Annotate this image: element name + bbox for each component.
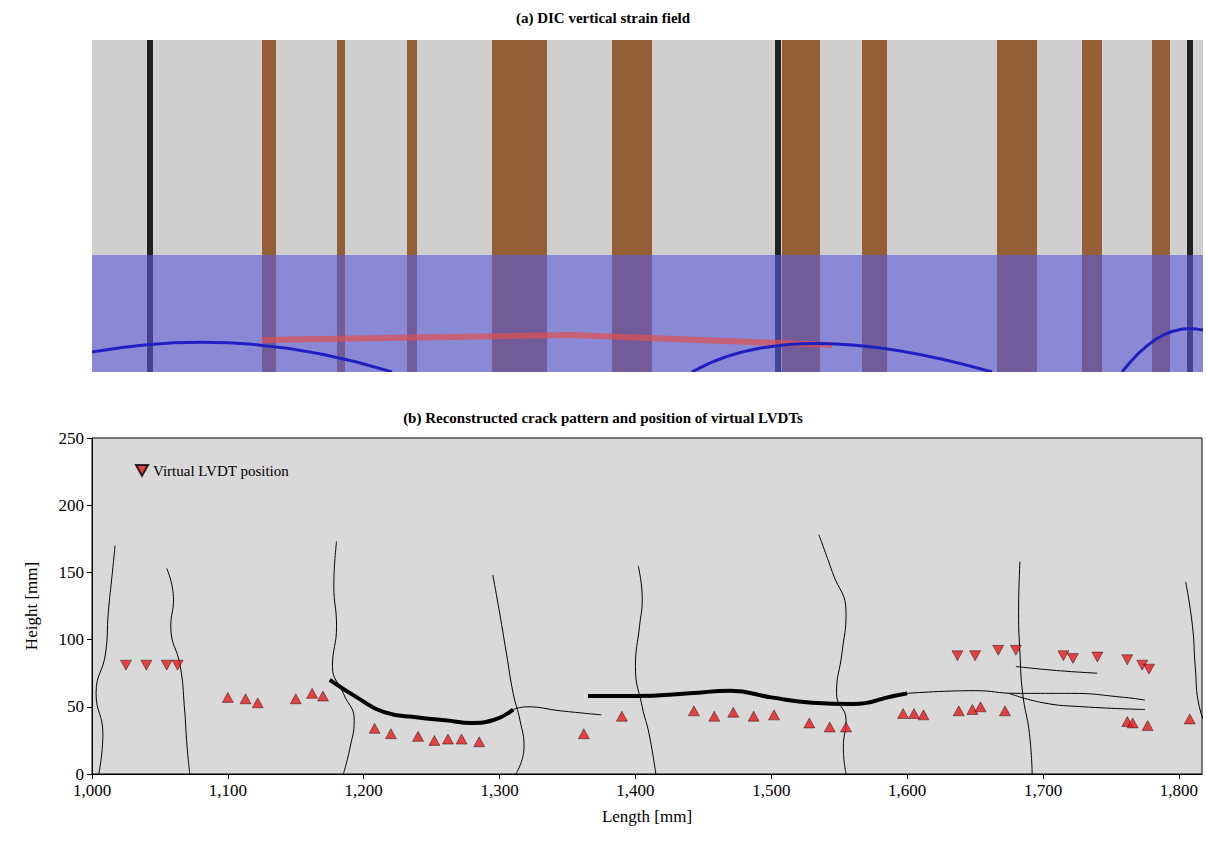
html-text:(b) Reconstructed crack patter: (b) Reconstructed crack pattern and posi… <box>403 410 803 426</box>
svg-text:1,300: 1,300 <box>480 781 518 800</box>
svg-text:1,700: 1,700 <box>1024 781 1062 800</box>
svg-text:0: 0 <box>75 764 84 784</box>
svg-text:150: 150 <box>59 563 85 582</box>
svg-text:50: 50 <box>67 697 84 716</box>
svg-text:Height [mm]: Height [mm] <box>22 562 41 650</box>
svg-text:Virtual LVDT position: Virtual LVDT position <box>153 463 289 479</box>
svg-text:1,600: 1,600 <box>888 781 926 800</box>
svg-text:1,000: 1,000 <box>73 781 111 800</box>
svg-text:1,400: 1,400 <box>616 781 654 800</box>
svg-text:1,500: 1,500 <box>752 781 790 800</box>
svg-text:200: 200 <box>59 496 85 515</box>
svg-text:1,200: 1,200 <box>345 781 383 800</box>
svg-text:1,800: 1,800 <box>1160 781 1198 800</box>
html-text:(a) DIC vertical strain field: (a) DIC vertical strain field <box>515 10 691 26</box>
svg-text:250: 250 <box>59 429 85 448</box>
svg-text:100: 100 <box>59 630 85 649</box>
svg-text:Length [mm]: Length [mm] <box>602 807 692 826</box>
svg-text:1,100: 1,100 <box>209 781 247 800</box>
